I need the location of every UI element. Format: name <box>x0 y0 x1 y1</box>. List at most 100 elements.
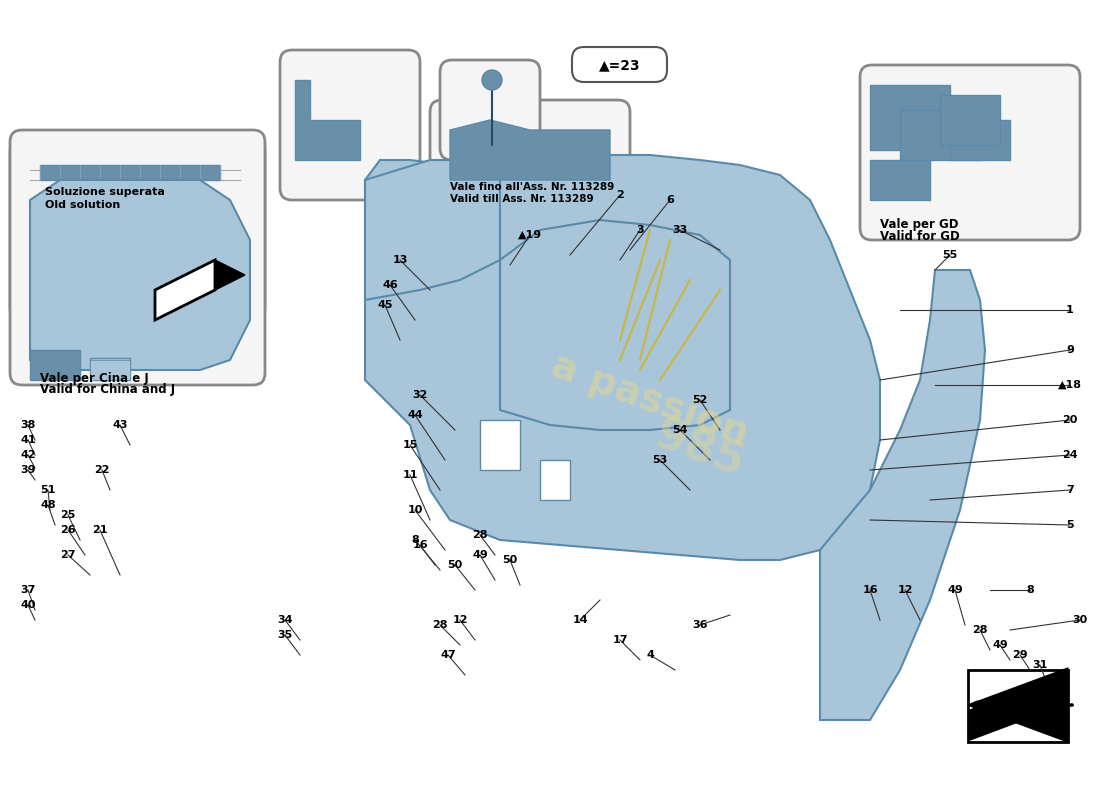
Text: 16: 16 <box>862 585 878 595</box>
Text: 54: 54 <box>672 425 688 435</box>
Text: 50: 50 <box>448 560 463 570</box>
Text: 9: 9 <box>1066 345 1074 355</box>
Text: 24: 24 <box>1063 450 1078 460</box>
Text: 39: 39 <box>20 465 35 475</box>
Polygon shape <box>450 120 610 180</box>
Text: 27: 27 <box>60 550 76 560</box>
Text: 31: 31 <box>1032 660 1047 670</box>
Text: Valid till Ass. Nr. 113289: Valid till Ass. Nr. 113289 <box>450 194 594 204</box>
Text: 29: 29 <box>1012 650 1027 660</box>
FancyBboxPatch shape <box>860 65 1080 240</box>
Text: 25: 25 <box>60 510 76 520</box>
FancyBboxPatch shape <box>870 160 930 200</box>
Text: 41: 41 <box>20 435 36 445</box>
Text: Valid for GD: Valid for GD <box>880 230 959 243</box>
Polygon shape <box>970 680 1050 740</box>
Text: a passion: a passion <box>546 346 754 454</box>
Text: 40: 40 <box>20 600 35 610</box>
Text: 42: 42 <box>20 450 36 460</box>
FancyBboxPatch shape <box>968 670 1068 742</box>
Text: ▲18: ▲18 <box>1058 380 1082 390</box>
Text: 21: 21 <box>92 525 108 535</box>
Text: 17: 17 <box>613 635 628 645</box>
Text: 26: 26 <box>60 525 76 535</box>
Text: 35: 35 <box>277 630 293 640</box>
Text: 44: 44 <box>407 410 422 420</box>
Text: 32: 32 <box>412 390 428 400</box>
Polygon shape <box>90 358 130 380</box>
Text: 1: 1 <box>1066 305 1074 315</box>
Text: 28: 28 <box>432 620 448 630</box>
Polygon shape <box>30 350 80 380</box>
Text: Vale per GD: Vale per GD <box>880 218 958 231</box>
Text: 37: 37 <box>20 585 35 595</box>
Text: 8: 8 <box>411 535 419 545</box>
Text: 45: 45 <box>377 300 393 310</box>
Text: 8: 8 <box>1026 585 1034 595</box>
FancyBboxPatch shape <box>430 100 630 210</box>
Circle shape <box>482 70 502 90</box>
Text: 49: 49 <box>472 550 488 560</box>
Text: 14: 14 <box>572 615 587 625</box>
Polygon shape <box>365 160 501 300</box>
Text: 13: 13 <box>393 255 408 265</box>
Text: 2: 2 <box>616 190 624 200</box>
Text: ▲=23: ▲=23 <box>600 58 641 72</box>
Text: 15: 15 <box>403 440 418 450</box>
FancyBboxPatch shape <box>950 120 1010 160</box>
Text: 28: 28 <box>472 530 487 540</box>
Text: Vale fino all'Ass. Nr. 113289: Vale fino all'Ass. Nr. 113289 <box>450 182 614 192</box>
Text: 53: 53 <box>652 455 668 465</box>
Text: 48: 48 <box>41 500 56 510</box>
Text: 34: 34 <box>277 615 293 625</box>
Polygon shape <box>90 360 130 380</box>
Text: 52: 52 <box>692 395 707 405</box>
FancyBboxPatch shape <box>870 85 950 150</box>
Text: 47: 47 <box>440 650 455 660</box>
Polygon shape <box>40 165 220 180</box>
Text: 50: 50 <box>503 555 518 565</box>
FancyBboxPatch shape <box>440 60 540 160</box>
Polygon shape <box>365 155 880 560</box>
Text: 51: 51 <box>41 485 56 495</box>
Polygon shape <box>214 260 245 290</box>
Text: 36: 36 <box>692 620 707 630</box>
FancyBboxPatch shape <box>10 130 265 385</box>
Text: 49: 49 <box>947 585 962 595</box>
FancyBboxPatch shape <box>940 95 1000 145</box>
FancyBboxPatch shape <box>10 140 265 320</box>
Text: 20: 20 <box>1063 415 1078 425</box>
Text: 10: 10 <box>407 505 422 515</box>
Text: 11: 11 <box>403 470 418 480</box>
Text: 22: 22 <box>95 465 110 475</box>
Text: 49: 49 <box>992 640 1008 650</box>
Polygon shape <box>480 420 520 470</box>
Text: Soluzione superata: Soluzione superata <box>45 187 165 197</box>
FancyBboxPatch shape <box>900 110 980 160</box>
Text: 4: 4 <box>646 650 653 660</box>
FancyBboxPatch shape <box>280 50 420 200</box>
Text: 12: 12 <box>452 615 468 625</box>
Text: 12: 12 <box>898 585 913 595</box>
Text: 3: 3 <box>636 225 644 235</box>
Text: Vale per Cina e J: Vale per Cina e J <box>40 372 148 385</box>
Text: 16: 16 <box>412 540 428 550</box>
Text: 55: 55 <box>943 250 958 260</box>
Text: Old solution: Old solution <box>45 200 120 210</box>
Text: 38: 38 <box>20 420 35 430</box>
Text: ▲19: ▲19 <box>518 230 542 240</box>
Text: 46: 46 <box>382 280 398 290</box>
Polygon shape <box>968 668 1068 742</box>
Text: 6: 6 <box>667 195 674 205</box>
Text: Valid for China and J: Valid for China and J <box>40 383 175 396</box>
FancyBboxPatch shape <box>572 47 667 82</box>
Text: 7: 7 <box>1066 485 1074 495</box>
Text: 33: 33 <box>672 225 688 235</box>
Text: 30: 30 <box>1072 615 1088 625</box>
Polygon shape <box>540 460 570 500</box>
Polygon shape <box>295 80 360 160</box>
Text: 28: 28 <box>972 625 988 635</box>
Polygon shape <box>820 270 984 720</box>
Polygon shape <box>500 220 730 430</box>
Polygon shape <box>30 180 250 370</box>
